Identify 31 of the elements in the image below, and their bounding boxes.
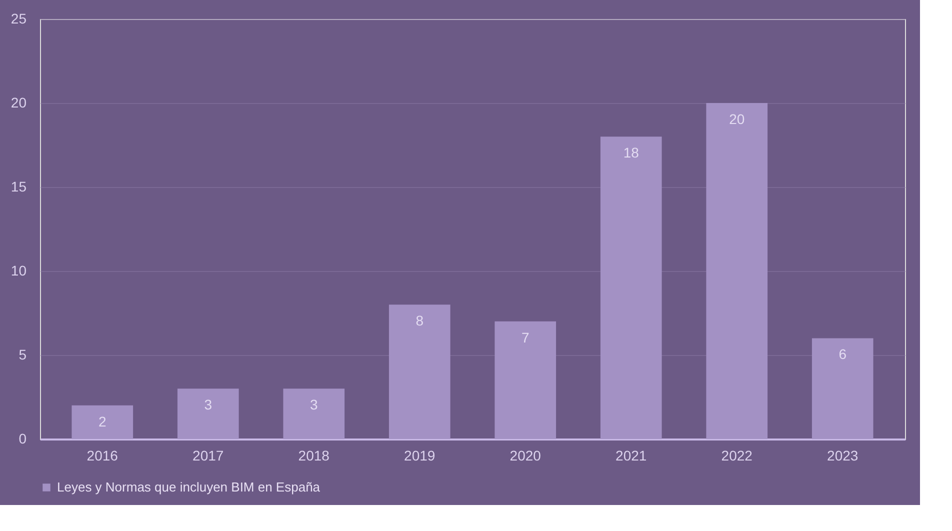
data-label: 8 [416,312,424,329]
bar [706,103,768,439]
x-tick-label: 2021 [616,448,647,464]
x-tick-label: 2023 [827,448,858,464]
y-tick-label: 25 [10,10,27,26]
x-tick-label: 2017 [192,448,224,464]
x-tick-label: 2019 [404,448,436,464]
data-label: 6 [838,346,847,362]
data-label: 20 [729,111,745,127]
bar [177,388,239,439]
y-tick-label: 10 [10,262,27,278]
y-tick-label: 15 [10,178,27,194]
x-tick-label: 2022 [721,448,753,464]
x-tick-label: 2020 [510,448,542,464]
bar [812,338,874,439]
bar [494,321,556,439]
y-tick-label: 20 [10,94,27,110]
x-tick-label: 2016 [86,448,118,464]
legend-label: Leyes y Normas que incluyen BIM en España [57,480,321,494]
bar [388,304,450,439]
y-tick-label: 5 [18,346,27,362]
x-tick-label: 2018 [298,448,330,464]
data-label: 2 [98,413,106,430]
bar [600,136,662,439]
data-label: 3 [204,396,212,413]
bar [72,405,134,439]
data-label: 18 [623,144,640,161]
y-tick-label: 0 [18,430,27,446]
data-label: 3 [310,396,318,413]
bar [283,388,345,439]
data-label: 7 [521,329,530,346]
